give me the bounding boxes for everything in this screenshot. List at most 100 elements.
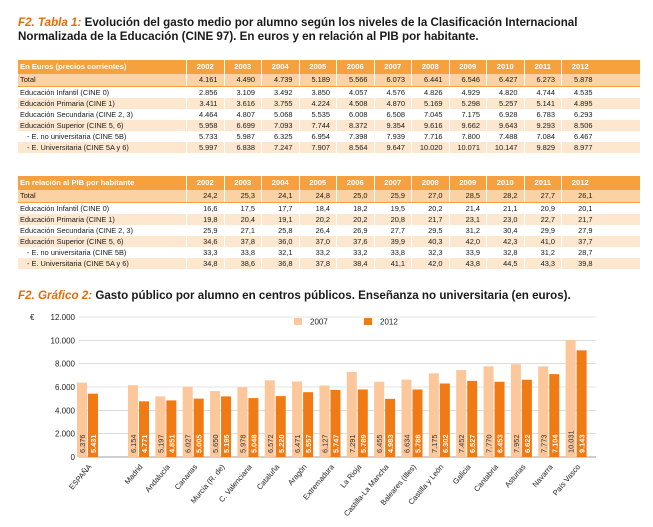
- table2-cell: 37,0: [298, 236, 337, 247]
- table1-year-header: 2008: [411, 60, 449, 74]
- legend-label: 2012: [380, 318, 398, 327]
- table2-table-row: - E. no universitaria (CINE 5B) 33,3 33,8 3…: [18, 247, 640, 258]
- table2-table-row: Educación Primaria (CINE 1) 19,8 20,4 19,1 2…: [18, 214, 640, 225]
- y-tick-label: 4.000: [55, 406, 76, 415]
- table1-cell: 5.068: [261, 109, 299, 120]
- table1-cell: 4.929: [448, 87, 487, 98]
- table2-cell: 23,1: [448, 214, 487, 225]
- table2-year-header: 2005: [298, 176, 337, 190]
- table2-cell: 28,7: [561, 247, 599, 258]
- table1-cell: 5.997: [186, 142, 224, 153]
- table1-year-header: 2002: [186, 60, 224, 74]
- category-label: Asturias: [503, 462, 528, 489]
- table1-cell: 5.958: [186, 120, 224, 131]
- bar-2007: [319, 385, 330, 457]
- bar-value-label: 5.789: [359, 435, 368, 454]
- table2-cell: 39,9: [373, 236, 412, 247]
- table1-header-label: En Euros (precios corrientes): [20, 62, 127, 71]
- table2-table-row: - E. Universitaria (CINE 5A y 6) 34,8 38,6…: [18, 258, 640, 269]
- table1-cell: 5.535: [298, 109, 337, 120]
- table1-table-row: Educación Secundaria (CINE 2, 3) 4.464 4.8…: [18, 109, 640, 120]
- table2-cell: 19,8: [186, 214, 224, 225]
- table2-cell: 28,5: [448, 190, 487, 202]
- category-label: Cantabria: [472, 462, 501, 494]
- bar-value-label: 5.788: [414, 435, 423, 454]
- table2-cell: 20,9: [523, 203, 562, 214]
- table2-cell: 23,0: [486, 214, 524, 225]
- table2-cell: 42,0: [411, 258, 449, 269]
- table1-title: F2. Tabla 1: Evolución del gasto medio p…: [18, 16, 577, 30]
- bar-2012: [385, 398, 396, 457]
- bar-2012: [139, 401, 149, 457]
- table1-cell: 6.954: [298, 131, 337, 142]
- table-pib: En relación al PIB por habitante 2002 2003…: [18, 176, 640, 269]
- table1-cell: 7.939: [373, 131, 412, 142]
- table2-cell: 21,7: [411, 214, 449, 225]
- bar-2012: [88, 393, 98, 457]
- bar-2007: [510, 364, 521, 457]
- table2-cell: 34,8: [186, 258, 224, 269]
- table1-cell: 6.427: [486, 74, 524, 86]
- bar-2012: [576, 350, 587, 457]
- table1-cell: 4.895: [561, 98, 599, 109]
- table2-cell: 27,0: [411, 190, 449, 202]
- table1-cell: 4.739: [261, 74, 299, 86]
- bar-2012: [193, 398, 204, 457]
- table2-row-label: - E. Universitaria (CINE 5A y 6): [27, 259, 129, 268]
- table2-row-label: Educación Infantil (CINE 0): [20, 204, 110, 213]
- table1-year-header: 2004: [261, 60, 299, 74]
- table2-table-row: Educación Infantil (CINE 0) 16,6 17,5 17,7 1…: [18, 203, 640, 214]
- bar-value-label: 4.983: [386, 435, 395, 454]
- y-tick-label: 2.000: [55, 430, 76, 439]
- table1-cell: 7.398: [336, 131, 374, 142]
- bar-2012: [248, 398, 259, 457]
- legend-label: 2007: [310, 318, 328, 327]
- table1-cell: 9.829: [523, 142, 562, 153]
- table2-cell: 33,2: [298, 247, 337, 258]
- table1-cell: 7.744: [298, 120, 337, 131]
- legend-swatch: [364, 318, 372, 325]
- y-tick-label: 10.000: [51, 336, 76, 345]
- bar-value-label: 5.220: [277, 435, 286, 454]
- table2-cell: 39,8: [561, 258, 599, 269]
- table2-year-header: 2002: [186, 176, 224, 190]
- bar-value-label: 7.175: [430, 435, 439, 454]
- table1-cell: 5.987: [223, 131, 262, 142]
- bar-2007: [428, 373, 439, 457]
- bar-value-label: 9.143: [578, 435, 587, 454]
- bar-2007: [565, 339, 576, 457]
- table1-cell: 5.566: [336, 74, 374, 86]
- category-label: ESPAÑA: [67, 462, 94, 492]
- table2-cell: 21,7: [561, 214, 599, 225]
- table1-cell: 7.247: [261, 142, 299, 153]
- table1-cell: 4.224: [298, 98, 337, 109]
- table2-year-header: 2006: [336, 176, 374, 190]
- table1-table-row: Educación Superior (CINE 5, 6) 5.958 6.699…: [18, 120, 640, 131]
- category-label: Navarra: [531, 462, 556, 489]
- table1-row-label: Educación Secundaria (CINE 2, 3): [20, 110, 133, 119]
- bar-2012: [521, 379, 532, 457]
- table1-year-header: 2005: [298, 60, 337, 74]
- legend-swatch: [294, 318, 302, 325]
- table1-table-row: Educación Infantil (CINE 0) 2.856 3.109 3.4…: [18, 87, 640, 98]
- table2-cell: 26,4: [298, 225, 337, 236]
- table2-header-row: En relación al PIB por habitante 2002 2003…: [18, 176, 640, 190]
- table2-cell: 24,2: [186, 190, 224, 202]
- table2-cell: 26,1: [561, 190, 599, 202]
- bar-value-label: 6.027: [184, 435, 193, 454]
- table2-cell: 17,5: [223, 203, 262, 214]
- table2-cell: 25,9: [186, 225, 224, 236]
- bar-2007: [292, 381, 303, 457]
- bar-value-label: 6.453: [496, 435, 505, 454]
- bar-value-label: 7.952: [512, 435, 521, 454]
- bar-2012: [166, 400, 177, 457]
- table2-cell: 32,8: [486, 247, 524, 258]
- table1-cell: 6.508: [373, 109, 412, 120]
- table1-cell: 3.109: [223, 87, 262, 98]
- table1-cell: 7.045: [411, 109, 449, 120]
- bar-value-label: 5.978: [238, 435, 247, 454]
- table1-cell: 6.467: [561, 131, 599, 142]
- table2-cell: 33,2: [336, 247, 374, 258]
- table1-row-label: - E. Universitaria (CINE 5A y 6): [27, 143, 129, 152]
- table2-cell: 20,8: [373, 214, 412, 225]
